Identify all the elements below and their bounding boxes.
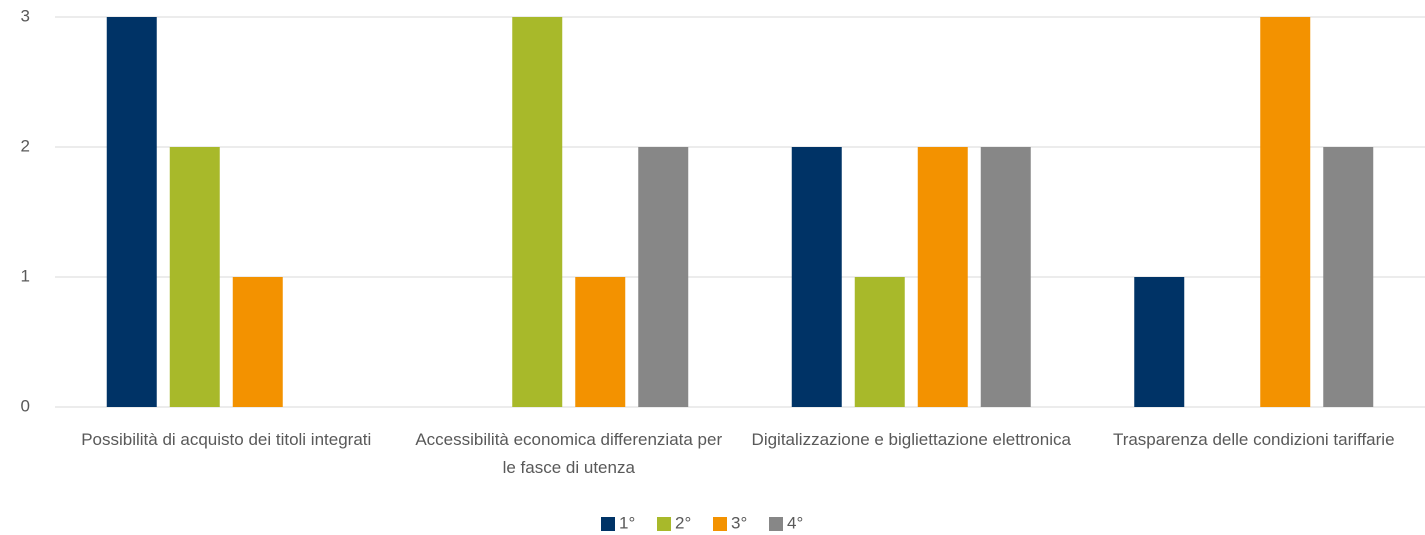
- y-tick-label: 3: [21, 6, 30, 25]
- bar: [232, 277, 283, 407]
- bar: [575, 277, 626, 407]
- y-tick-label: 0: [21, 396, 30, 415]
- legend-swatch: [657, 517, 671, 531]
- bar: [791, 147, 842, 407]
- y-tick-label: 1: [21, 266, 30, 285]
- x-tick-label: Accessibilità economica differenziata pe…: [415, 430, 723, 477]
- bar: [1260, 17, 1311, 407]
- legend-swatch: [601, 517, 615, 531]
- x-tick-label: Trasparenza delle condizioni tariffarie: [1112, 430, 1395, 449]
- bar: [106, 17, 157, 407]
- legend-label: 2°: [675, 513, 691, 532]
- bar: [638, 147, 689, 407]
- bar: [917, 147, 968, 407]
- bar: [1134, 277, 1185, 407]
- bar: [169, 147, 220, 407]
- bar: [1323, 147, 1374, 407]
- y-tick-label: 2: [21, 136, 30, 155]
- legend-label: 1°: [619, 513, 635, 532]
- bar: [980, 147, 1031, 407]
- bar: [854, 277, 905, 407]
- legend-swatch: [713, 517, 727, 531]
- bar: [512, 17, 563, 407]
- legend-swatch: [769, 517, 783, 531]
- legend-label: 4°: [787, 513, 803, 532]
- x-tick-label: Digitalizzazione e bigliettazione elettr…: [751, 430, 1071, 449]
- legend-label: 3°: [731, 513, 747, 532]
- x-tick-label: Possibilità di acquisto dei titoli integ…: [81, 430, 372, 449]
